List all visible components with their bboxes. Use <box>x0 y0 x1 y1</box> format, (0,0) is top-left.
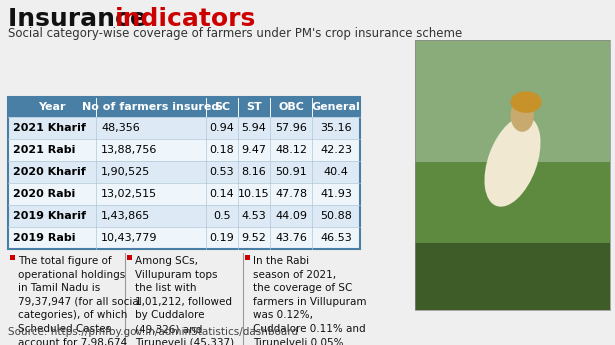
Text: 44.09: 44.09 <box>275 211 307 221</box>
Text: 47.78: 47.78 <box>275 189 307 199</box>
Ellipse shape <box>510 99 534 132</box>
Text: indicators: indicators <box>115 7 256 31</box>
Text: Insurance: Insurance <box>8 7 156 31</box>
Text: 2019 Kharif: 2019 Kharif <box>13 211 86 221</box>
Text: 8.16: 8.16 <box>242 167 266 177</box>
Text: 2020 Rabi: 2020 Rabi <box>13 189 75 199</box>
Text: 4.53: 4.53 <box>242 211 266 221</box>
Text: The total figure of
operational holdings
in Tamil Nadu is
79,37,947 (for all soc: The total figure of operational holdings… <box>18 256 141 345</box>
Bar <box>415 40 610 161</box>
Bar <box>96 97 206 117</box>
Bar <box>245 255 250 260</box>
Text: No of farmers insured: No of farmers insured <box>82 102 220 112</box>
Text: 5.94: 5.94 <box>242 123 266 133</box>
Text: 57.96: 57.96 <box>275 123 307 133</box>
Text: Social category-wise coverage of farmers under PM's crop insurance scheme: Social category-wise coverage of farmers… <box>8 27 462 40</box>
Text: 10.15: 10.15 <box>238 189 270 199</box>
Text: General: General <box>312 102 360 112</box>
Text: 50.91: 50.91 <box>275 167 307 177</box>
Bar <box>415 243 610 310</box>
Bar <box>8 183 360 205</box>
Bar <box>8 205 360 227</box>
Text: 0.19: 0.19 <box>210 233 234 243</box>
Ellipse shape <box>510 91 542 113</box>
Bar <box>8 117 360 139</box>
Text: 48.12: 48.12 <box>275 145 307 155</box>
Bar <box>206 97 238 117</box>
Bar <box>270 97 312 117</box>
Text: 0.94: 0.94 <box>210 123 234 133</box>
Text: 1,43,865: 1,43,865 <box>101 211 150 221</box>
Bar <box>415 161 610 243</box>
Bar <box>8 97 360 249</box>
Text: 35.16: 35.16 <box>320 123 352 133</box>
Bar <box>312 97 360 117</box>
Text: 9.52: 9.52 <box>242 233 266 243</box>
Text: 10,43,779: 10,43,779 <box>101 233 157 243</box>
Text: Source: https://pmfby.gov.in/adminStatistics/dashboard: Source: https://pmfby.gov.in/adminStatis… <box>8 327 298 337</box>
Bar <box>10 255 15 260</box>
Bar <box>415 40 610 310</box>
Text: 0.53: 0.53 <box>210 167 234 177</box>
Text: In the Rabi
season of 2021,
the coverage of SC
farmers in Villupuram
was 0.12%,
: In the Rabi season of 2021, the coverage… <box>253 256 366 345</box>
Text: Among SCs,
Villupuram tops
the list with
1,01,212, followed
by Cuddalore
(49,326: Among SCs, Villupuram tops the list with… <box>135 256 234 345</box>
Text: Year: Year <box>38 102 66 112</box>
Text: 50.88: 50.88 <box>320 211 352 221</box>
Text: OBC: OBC <box>278 102 304 112</box>
Text: SC: SC <box>214 102 230 112</box>
Text: 13,88,756: 13,88,756 <box>101 145 157 155</box>
Text: 2021 Kharif: 2021 Kharif <box>13 123 86 133</box>
Text: 40.4: 40.4 <box>323 167 349 177</box>
Bar <box>8 161 360 183</box>
Bar <box>8 139 360 161</box>
Text: 2021 Rabi: 2021 Rabi <box>13 145 76 155</box>
Text: 46.53: 46.53 <box>320 233 352 243</box>
Text: 9.47: 9.47 <box>242 145 266 155</box>
Text: ST: ST <box>246 102 262 112</box>
Text: 13,02,515: 13,02,515 <box>101 189 157 199</box>
Text: 0.5: 0.5 <box>213 211 231 221</box>
Text: 0.14: 0.14 <box>210 189 234 199</box>
Text: 48,356: 48,356 <box>101 123 140 133</box>
Text: 0.18: 0.18 <box>210 145 234 155</box>
Text: 43.76: 43.76 <box>275 233 307 243</box>
Text: 42.23: 42.23 <box>320 145 352 155</box>
Text: 41.93: 41.93 <box>320 189 352 199</box>
Bar <box>8 97 96 117</box>
Text: 2020 Kharif: 2020 Kharif <box>13 167 85 177</box>
Bar <box>8 227 360 249</box>
Text: 2019 Rabi: 2019 Rabi <box>13 233 76 243</box>
Bar <box>127 255 132 260</box>
Ellipse shape <box>485 116 541 207</box>
Bar <box>238 97 270 117</box>
Text: 1,90,525: 1,90,525 <box>101 167 150 177</box>
